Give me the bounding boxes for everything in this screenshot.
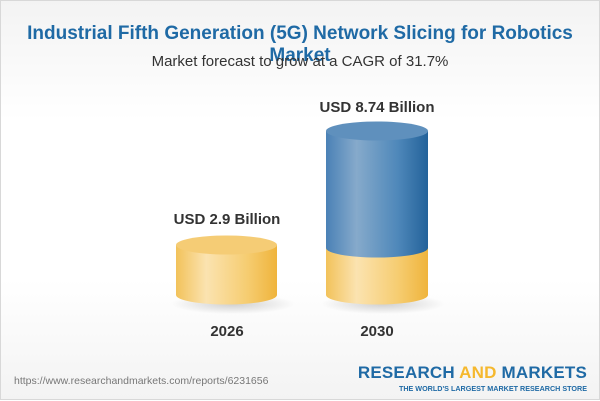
x-label-2026: 2026 bbox=[210, 323, 244, 340]
bar-label-2026: USD 2.9 Billion bbox=[173, 211, 281, 228]
bar-label-2030: USD 8.74 Billion bbox=[319, 99, 435, 116]
logo-and: AND bbox=[459, 363, 497, 382]
logo-research: RESEARCH bbox=[357, 363, 460, 382]
x-label-2030: 2030 bbox=[360, 323, 394, 340]
bar-2026 bbox=[171, 235, 295, 314]
chart-title: Industrial Fifth Generation (5G) Network… bbox=[27, 23, 573, 66]
source-url: https://www.researchandmarkets.com/repor… bbox=[14, 375, 269, 387]
research-and-markets-logo: RESEARCH AND MARKETS THE WORLD'S LARGEST… bbox=[358, 363, 587, 393]
logo-wordmark: RESEARCH AND MARKETS bbox=[358, 363, 587, 383]
bar-2030 bbox=[321, 121, 445, 314]
logo-tagline: THE WORLD'S LARGEST MARKET RESEARCH STOR… bbox=[398, 384, 587, 393]
logo-markets: MARKETS bbox=[496, 363, 587, 382]
chart-subtitle: Market forecast to grow at a CAGR of 31.… bbox=[151, 53, 449, 70]
